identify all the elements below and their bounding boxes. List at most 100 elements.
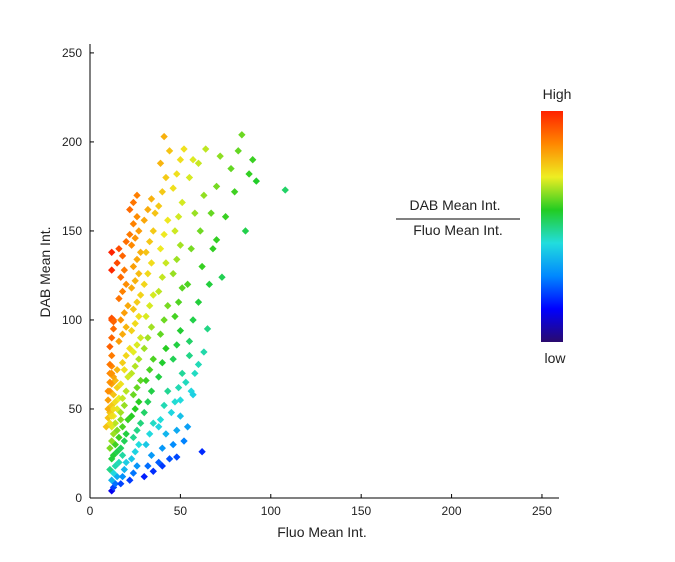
scatter-point [136,334,145,342]
scatter-point [149,227,157,235]
x-tick-label: 100 [261,504,281,518]
scatter-point [158,273,166,281]
x-ticks: 0 50 100 150 200 250 [87,494,552,518]
scatter-point [245,170,253,178]
scatter-point [135,269,143,278]
scatter-point [113,426,121,435]
scatter-point [140,280,148,289]
scatter-point [176,156,185,164]
scatter-point [133,191,141,200]
scatter-point [169,355,177,363]
y-tick-label: 100 [62,313,82,327]
scatter-point [129,198,138,207]
scatter-point [155,287,163,296]
scatter-point [249,156,257,164]
scatter-point [173,255,181,264]
scatter-point [176,241,185,249]
scatter-point [129,262,138,271]
scatter-point [178,284,186,292]
scatter-point [108,248,116,256]
scatter-point [156,415,165,424]
scatter-point [140,344,148,353]
scatter-point [185,337,194,346]
scatter-point [120,266,129,274]
scatter-point [198,448,206,456]
scatter-point [122,280,130,289]
scatter-point [122,458,130,467]
colorbar [541,111,563,342]
scatter-point [182,378,190,386]
scatter-point [169,184,177,192]
scatter-point [218,273,226,281]
scatter-point [117,480,125,488]
scatter-point [104,387,112,395]
scatter-point [109,325,118,333]
scatter-point [106,360,114,369]
scatter-point [127,369,136,378]
scatter-point [115,458,123,467]
scatter-point [185,173,194,182]
scatter-point [158,444,166,452]
scatter-point [227,164,235,173]
scatter-point [106,419,114,427]
scatter-point [200,191,208,200]
scatter-point [203,325,212,333]
scatter-point [140,472,148,481]
scatter-point [117,273,125,281]
scatter-point [118,423,127,431]
scatter-point [133,383,141,392]
colorbar-low-label: low [544,350,566,366]
scatter-point [131,277,139,285]
scatter-point [117,415,125,424]
ratio-denominator: Fluo Mean Int. [413,222,503,238]
scatter-point [127,326,136,335]
scatter-point [131,234,139,242]
scatter-point [120,309,129,317]
scatter-point [127,455,136,463]
scatter-point [155,202,163,210]
scatter-point [156,330,165,338]
colorbar-high-label: High [543,86,572,102]
scatter-point [196,227,204,235]
scatter-point [176,326,185,335]
scatter-point [281,186,289,194]
scatter-point [191,209,199,217]
scatter-point [145,302,154,310]
scatter-point [164,387,172,395]
scatter-point [133,255,141,264]
x-tick-label: 200 [442,504,462,518]
scatter-point [174,383,183,392]
scatter-point [129,433,138,442]
scatter-point [140,408,148,417]
scatter-point [142,440,150,449]
scatter-point [117,316,125,324]
scatter-point [131,362,139,370]
scatter-point [183,423,192,431]
scatter-point [173,453,181,461]
scatter-point [209,245,217,253]
scatter-point [144,398,152,406]
scatter-point [147,323,156,331]
x-tick-label: 50 [174,504,188,518]
scatter-point [200,348,208,356]
scatter-point [155,423,163,431]
scatter-point [176,412,185,420]
scatter-point [115,245,123,253]
scatter-point [140,216,148,224]
scatter-point [212,236,221,244]
scatter-point [126,205,134,214]
scatter-point [234,147,242,155]
scatter-point [127,241,136,249]
scatter-point [135,312,143,321]
scatter-point [169,269,177,278]
scatter-point [108,266,116,274]
y-tick-label: 0 [75,491,82,505]
scatter-point [167,408,176,417]
scatter-point [160,230,168,239]
scatter-point [151,209,159,217]
scatter-point [147,451,156,459]
scatter-point [158,462,166,470]
scatter-point [216,152,224,160]
scatter-point [135,355,143,363]
scatter-point [133,426,141,435]
